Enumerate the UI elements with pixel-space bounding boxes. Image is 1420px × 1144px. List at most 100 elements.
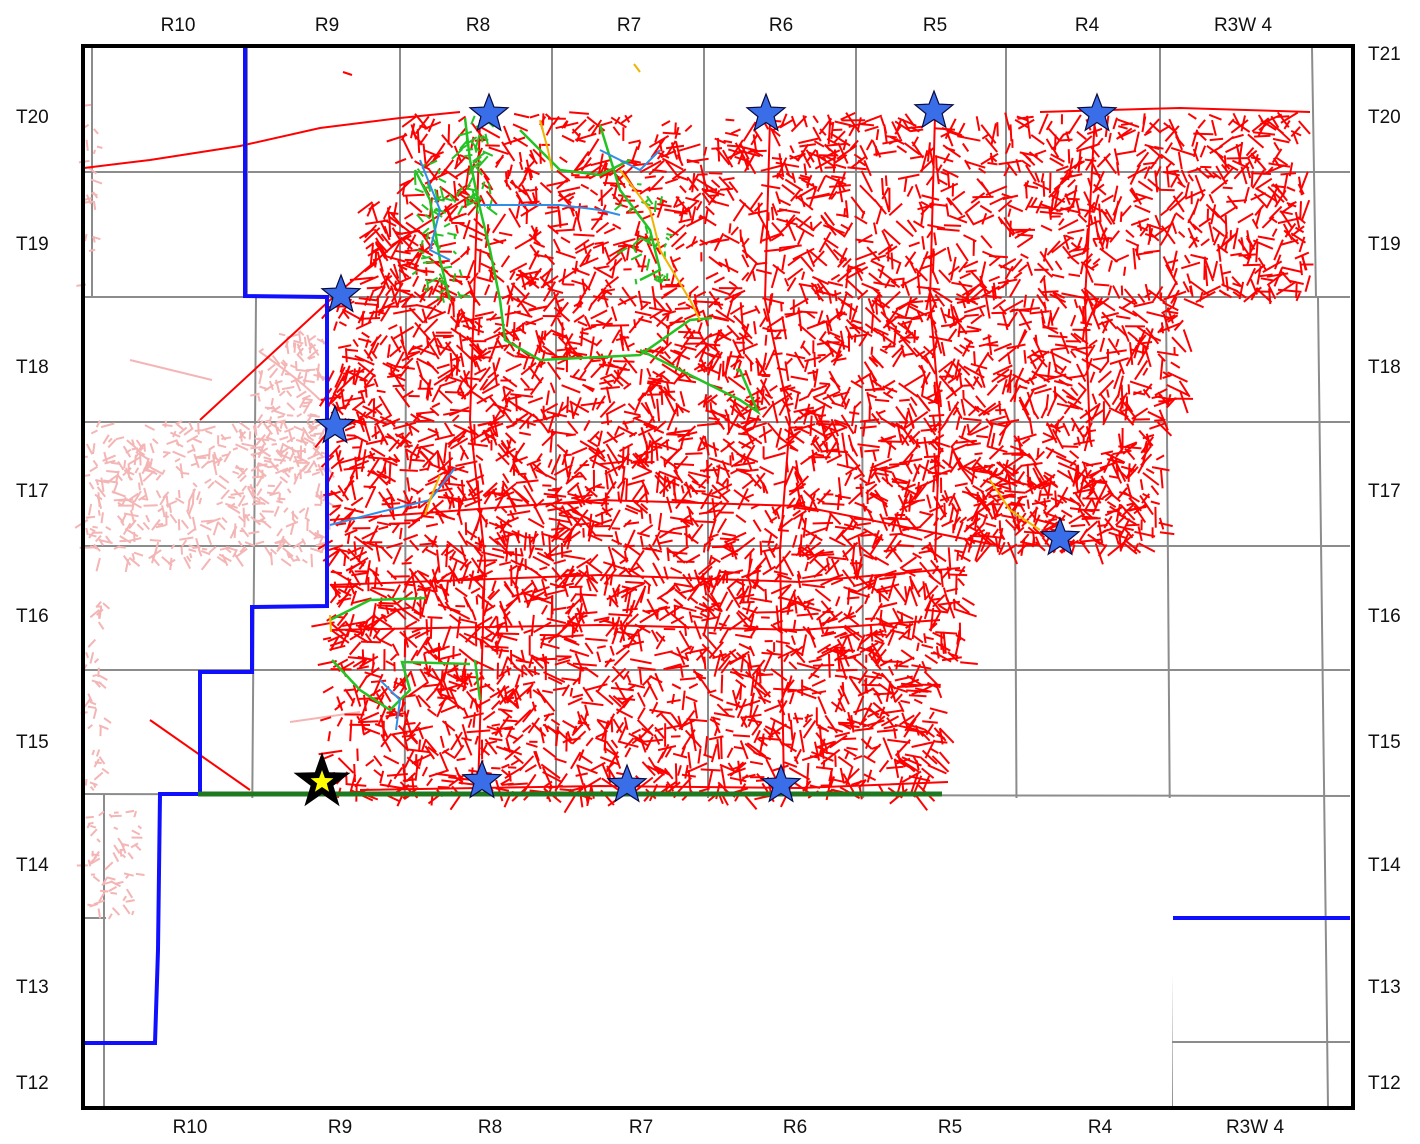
- network-segment: [987, 385, 997, 396]
- network-segment: [934, 233, 936, 246]
- network-segment: [874, 223, 876, 235]
- network-segment: [838, 494, 839, 510]
- network-segment: [952, 191, 964, 200]
- network-segment: [989, 256, 1008, 257]
- faded-segment: [135, 468, 138, 473]
- network-segment: [836, 438, 839, 456]
- network-segment: [742, 480, 753, 489]
- faded-segment: [209, 547, 216, 553]
- faded-segment: [112, 492, 126, 497]
- network-segment: [852, 406, 855, 426]
- network-segment: [1185, 255, 1190, 263]
- network-segment: [520, 152, 522, 162]
- network-segment: [515, 490, 529, 504]
- network-segment: [974, 215, 994, 224]
- network-segment: [956, 243, 968, 261]
- faded-segment: [307, 520, 308, 531]
- network-segment: [1183, 282, 1189, 293]
- network-segment: [1144, 113, 1145, 124]
- network-segment: [1041, 226, 1052, 231]
- network-segment: [563, 284, 575, 285]
- faded-segment: [312, 472, 320, 475]
- network-segment: [1067, 230, 1084, 234]
- network-segment: [743, 581, 744, 602]
- network-segment: [1160, 234, 1167, 246]
- faded-segment: [180, 473, 189, 474]
- network-segment: [948, 329, 956, 341]
- network-segment: [763, 405, 773, 418]
- network-segment: [1281, 173, 1297, 174]
- network-segment: [932, 269, 938, 284]
- network-segment: [808, 389, 813, 398]
- network-segment: [701, 617, 718, 620]
- network-segment: [424, 144, 426, 164]
- network-segment: [562, 136, 574, 142]
- faded-segment: [298, 355, 304, 362]
- network-segment: [964, 338, 973, 343]
- network-segment: [782, 316, 786, 339]
- network-segment: [664, 459, 665, 468]
- network-segment: [1243, 265, 1261, 266]
- network-segment: [1050, 172, 1051, 193]
- network-segment: [686, 338, 703, 339]
- faded-segment: [97, 750, 99, 757]
- network-segment: [756, 558, 766, 570]
- network-segment: [476, 623, 477, 638]
- faded-segment: [153, 439, 158, 444]
- network-segment: [613, 361, 634, 362]
- network-segment: [591, 190, 598, 195]
- network-segment: [818, 176, 825, 191]
- network-segment: [1071, 258, 1079, 265]
- faded-segment: [182, 547, 183, 555]
- faded-segment: [106, 527, 111, 530]
- network-segment: [1198, 120, 1205, 128]
- faded-segment: [124, 460, 125, 468]
- network-segment: [569, 342, 580, 344]
- network-segment: [332, 505, 341, 506]
- network-segment: [732, 452, 733, 460]
- network-segment: [603, 433, 624, 443]
- network-segment: [1024, 350, 1025, 364]
- network-segment: [389, 325, 398, 329]
- network-segment: [1027, 262, 1032, 276]
- network-segment: [568, 421, 578, 433]
- faded-segment: [299, 509, 304, 513]
- network-segment: [1256, 243, 1257, 263]
- network-segment: [1179, 152, 1182, 169]
- faded-segment: [311, 554, 312, 567]
- network-segment: [919, 551, 931, 553]
- faded-segment: [297, 414, 302, 417]
- network-segment: [1048, 336, 1067, 337]
- network-segment: [1168, 372, 1188, 381]
- faded-segment: [289, 467, 290, 473]
- network-segment: [802, 575, 822, 579]
- faded-segment: [146, 515, 149, 522]
- network-segment: [366, 488, 375, 508]
- network-segment: [330, 507, 341, 516]
- network-segment: [948, 134, 953, 146]
- faded-segment: [103, 603, 109, 609]
- network-segment: [1306, 276, 1311, 292]
- network-segment: [590, 337, 594, 360]
- network-segment: [815, 559, 827, 570]
- network-segment: [492, 549, 504, 552]
- network-segment: [573, 235, 594, 236]
- network-segment: [1300, 261, 1302, 275]
- network-segment: [437, 365, 450, 369]
- network-segment: [948, 575, 967, 576]
- faded-segment: [314, 536, 318, 539]
- network-segment: [911, 397, 917, 406]
- network-segment: [729, 223, 730, 233]
- network-segment: [1099, 204, 1101, 223]
- network-segment: [420, 544, 433, 545]
- network-segment: [855, 503, 868, 508]
- network-segment: [494, 291, 497, 302]
- faded-segment: [287, 391, 292, 397]
- faded-segment: [118, 547, 126, 548]
- network-segment: [965, 378, 974, 389]
- network-segment: [976, 396, 986, 408]
- network-segment: [1039, 114, 1048, 135]
- network-segment: [924, 437, 927, 457]
- faded-segment: [182, 520, 189, 528]
- network-segment: [1116, 339, 1119, 347]
